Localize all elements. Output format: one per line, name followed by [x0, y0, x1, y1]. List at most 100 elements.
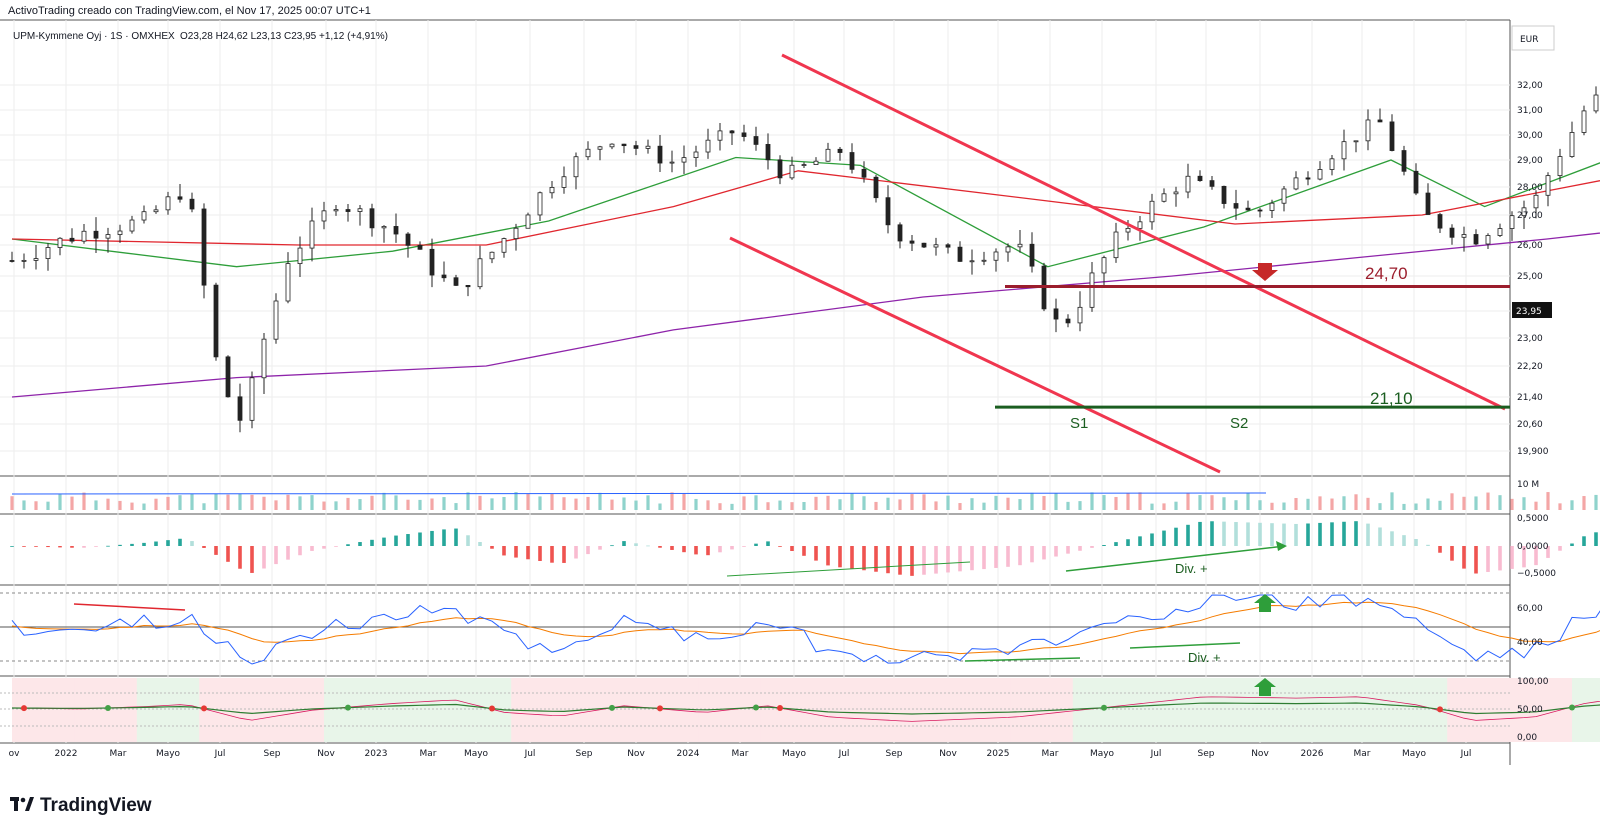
macd-tick-label: 0,0000 [1517, 542, 1549, 552]
macd-histogram-bar [1318, 522, 1322, 546]
macd-histogram-bar [1198, 521, 1202, 546]
candle-body [621, 143, 627, 147]
candle-body [1509, 215, 1515, 229]
macd-histogram-bar [1594, 532, 1598, 546]
macd-histogram-bar [418, 532, 422, 546]
volume-bar [658, 503, 662, 510]
macd-histogram-bar [1390, 531, 1394, 546]
candle-body [417, 244, 423, 250]
osc-background-band [1509, 678, 1573, 742]
candle-body [1581, 110, 1587, 133]
macd-histogram-bar [1282, 523, 1286, 546]
volume-bar [1426, 498, 1430, 510]
macd-histogram-bar [1258, 522, 1262, 546]
time-tick-label: Mayo [156, 749, 181, 759]
volume-bar [1102, 495, 1106, 510]
volume-bar [394, 495, 398, 510]
candle-body [837, 148, 843, 153]
macd-histogram-bar [898, 546, 902, 575]
tradingview-brand[interactable]: TradingView [10, 795, 152, 817]
candle-body [153, 209, 159, 213]
macd-histogram-bar [1126, 539, 1130, 546]
macd-histogram-bar [514, 546, 518, 558]
candle-body [321, 210, 327, 222]
chart-symbol-title[interactable]: UPM-Kymmene Oyj · 1S · OMXHEX [13, 31, 175, 42]
macd-histogram-bar [658, 546, 662, 548]
price-tick-label: 21,40 [1517, 393, 1543, 403]
candle-body [1245, 207, 1251, 211]
volume-bars [10, 492, 1598, 510]
volume-bar [898, 499, 902, 510]
macd-histogram-bar [1498, 546, 1502, 571]
osc-cross-dot [1437, 706, 1443, 713]
candle-body [1173, 191, 1179, 195]
osc-cross-dot [609, 704, 615, 711]
macd-histogram-bar [310, 546, 314, 551]
macd-histogram-bar [742, 546, 746, 547]
candle-body [849, 152, 855, 170]
rsi-line [11, 594, 1600, 665]
macd-histogram-bar [550, 546, 554, 563]
price-tick-label: 30,00 [1517, 131, 1543, 141]
channel-upper-line[interactable] [781, 53, 1506, 411]
macd-histogram-bar [1510, 546, 1514, 569]
candle-body [1101, 257, 1107, 274]
volume-bar [1414, 503, 1418, 510]
candle-body [141, 211, 147, 221]
candle-body [885, 197, 891, 226]
volume-bar [574, 498, 578, 510]
volume-bar [886, 497, 890, 510]
time-tick-label: Mar [420, 749, 437, 759]
time-tick-label: Nov [1251, 749, 1269, 759]
macd-histogram-bar [118, 544, 122, 546]
macd-histogram-bar [1006, 546, 1010, 567]
volume-bar [154, 498, 158, 510]
macd-histogram-bar [1330, 522, 1334, 546]
candle-body [345, 209, 351, 212]
currency-box[interactable] [1511, 25, 1555, 51]
volume-bar [322, 501, 326, 510]
volume-bar [1318, 496, 1322, 510]
volume-bar [370, 495, 374, 510]
volume-bar [286, 494, 290, 510]
volume-bar [1342, 496, 1346, 510]
price-levels[interactable] [995, 285, 1510, 409]
macd-histogram-bar [982, 546, 986, 570]
volume-bar [838, 499, 842, 510]
macd-histogram-bar [1042, 546, 1046, 560]
candle-body [357, 208, 363, 212]
candle-body [825, 148, 831, 162]
volume-bar [622, 497, 626, 510]
osc-background-band [324, 678, 387, 742]
volume-bar [22, 500, 26, 510]
macd-histogram-bar [214, 546, 218, 555]
macd-histogram-bar [610, 545, 614, 547]
volume-bar [1570, 500, 1574, 510]
last-price-tag[interactable] [1512, 302, 1552, 318]
volume-bar [538, 496, 542, 510]
volume-bar [490, 498, 494, 510]
macd-histogram-bar [718, 546, 722, 553]
volume-bar [922, 494, 926, 510]
macd-histogram-bar [1522, 546, 1526, 568]
time-tick-label: Jul [1150, 749, 1162, 759]
macd-histogram-bar [526, 546, 530, 560]
macd-histogram-bar [1246, 522, 1250, 546]
candle-body [765, 144, 771, 161]
macd-divergence-label: Div. + [1175, 561, 1208, 576]
volume-bar [1474, 496, 1478, 510]
candle-body [1149, 200, 1155, 223]
candle-body [369, 208, 375, 229]
volume-bar [1006, 497, 1010, 510]
time-tick-label: Jul [524, 749, 536, 759]
macd-histogram-bar [814, 546, 818, 561]
macd-histogram-bar [142, 542, 146, 546]
candle-body [261, 338, 267, 379]
osc-tick-label: 100,00 [1517, 677, 1549, 687]
channel-lower-line[interactable] [729, 236, 1221, 474]
volume-bar [598, 492, 602, 510]
volume-bar [862, 496, 866, 510]
candle-body [1209, 180, 1215, 187]
osc-background-band [1322, 678, 1386, 742]
